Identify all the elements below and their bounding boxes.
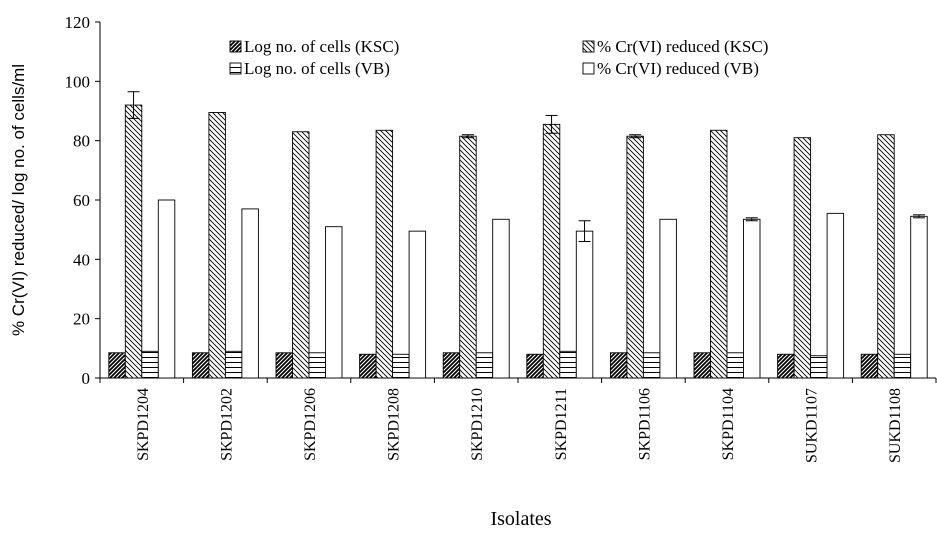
bar — [208, 112, 226, 379]
legend-swatch — [229, 62, 242, 75]
bar — [893, 353, 912, 379]
bar — [359, 353, 377, 379]
x-tick-label: SKPD1202 — [218, 388, 235, 461]
bar — [743, 218, 761, 379]
y-tick-label: 100 — [65, 72, 91, 91]
bar — [141, 350, 159, 379]
y-axis: 0 20 40 60 80 100 120 % Cr(VI) reduced/ log no… — [9, 13, 101, 388]
y-tick-label: 20 — [73, 310, 90, 329]
bar — [157, 199, 176, 379]
legend-swatch — [582, 62, 595, 75]
bar — [860, 353, 879, 379]
bar — [575, 230, 594, 379]
x-tick-label: SKPD1104 — [720, 388, 737, 460]
y-tick-label: 0 — [82, 369, 91, 388]
bar — [659, 218, 677, 379]
bar — [542, 123, 561, 379]
bar — [325, 226, 343, 379]
bar — [693, 352, 711, 379]
legend-swatch — [582, 40, 595, 53]
bar — [475, 352, 494, 379]
x-tick-label: SUKD1107 — [804, 388, 821, 463]
x-axis-label: Isolates — [490, 508, 551, 530]
bar — [124, 104, 143, 379]
x-tick-label: SKPD1208 — [386, 388, 403, 461]
y-tick-label: 80 — [73, 132, 90, 151]
bar — [526, 353, 544, 379]
bar — [609, 352, 628, 379]
bar — [726, 352, 744, 379]
x-axis: SKPD1204 SKPD1202 SKPD1206 SKPD1208 SKPD1210… — [99, 377, 937, 530]
bar — [392, 353, 410, 379]
y-tick-label: 60 — [73, 191, 90, 210]
error-bars — [127, 91, 925, 243]
bar — [191, 352, 210, 379]
y-axis-label: % Cr(VI) reduced/ log no. of cells/ml — [9, 64, 28, 336]
x-tick-label: SKPD1210 — [469, 388, 486, 461]
bar — [492, 218, 510, 379]
bar — [224, 350, 243, 379]
legend-label: Log no. of cells (KSC) — [244, 37, 399, 56]
bar — [275, 352, 293, 379]
bar — [642, 352, 661, 379]
bar — [459, 135, 477, 379]
bar — [910, 215, 928, 379]
x-tick-label: SKPD1206 — [302, 388, 319, 461]
bar — [308, 352, 326, 379]
legend-label: % Cr(VI) reduced (KSC) — [597, 37, 768, 56]
legend-swatch — [229, 40, 242, 53]
bar — [710, 129, 728, 379]
bar — [826, 212, 845, 379]
bar — [442, 352, 461, 379]
x-tick-label: SKPD1211 — [553, 388, 570, 460]
bar — [241, 208, 259, 379]
bar — [877, 134, 895, 379]
y-tick-label: 120 — [65, 13, 91, 32]
bar — [408, 230, 427, 379]
x-tick-label: SKPD1106 — [636, 388, 653, 460]
bar — [559, 350, 577, 379]
bar — [375, 129, 394, 379]
legend: Log no. of cells (KSC) % Cr(VI) reduced (… — [229, 37, 768, 78]
legend-label: % Cr(VI) reduced (VB) — [597, 59, 759, 78]
bar — [626, 135, 644, 379]
bar — [108, 352, 126, 379]
x-tick-label: SUKD1108 — [887, 388, 904, 463]
bar — [292, 131, 310, 379]
bar — [810, 355, 828, 379]
y-tick-label: 40 — [73, 250, 90, 269]
bar — [793, 137, 812, 379]
x-tick-label: SKPD1204 — [135, 388, 152, 461]
bar — [777, 353, 795, 379]
legend-label: Log no. of cells (VB) — [244, 59, 390, 78]
bars — [108, 104, 928, 379]
